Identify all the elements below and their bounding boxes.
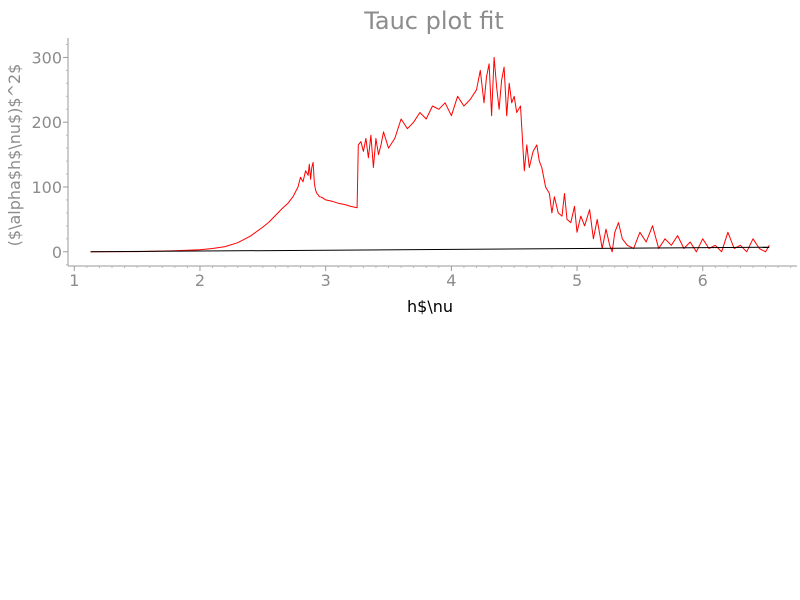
x-tick-label: 5 [572,271,582,290]
x-tick-label: 2 [195,271,205,290]
y-axis-label: ($\alpha$h$\nu$)$^2$ [5,64,24,247]
chart-title: Tauc plot fit [363,7,504,35]
x-axis-label: h$\nu [407,297,453,316]
fit-series-line [90,246,770,253]
y-tick-label: 100 [31,178,62,197]
x-tick-label: 3 [321,271,331,290]
series-layer [90,56,770,253]
y-tick-label: 200 [31,113,62,132]
y-tick-label: 300 [31,48,62,67]
measured-series-line [90,56,770,253]
x-tick-label: 6 [698,271,708,290]
y-tick-label: 0 [52,243,62,262]
plot-area [90,56,770,253]
x-axis-ticks: 1 2 3 4 5 6 [69,266,792,290]
y-axis-ticks: 0 100 200 300 [31,43,68,266]
x-tick-label: 1 [69,271,79,290]
x-tick-label: 4 [446,271,456,290]
